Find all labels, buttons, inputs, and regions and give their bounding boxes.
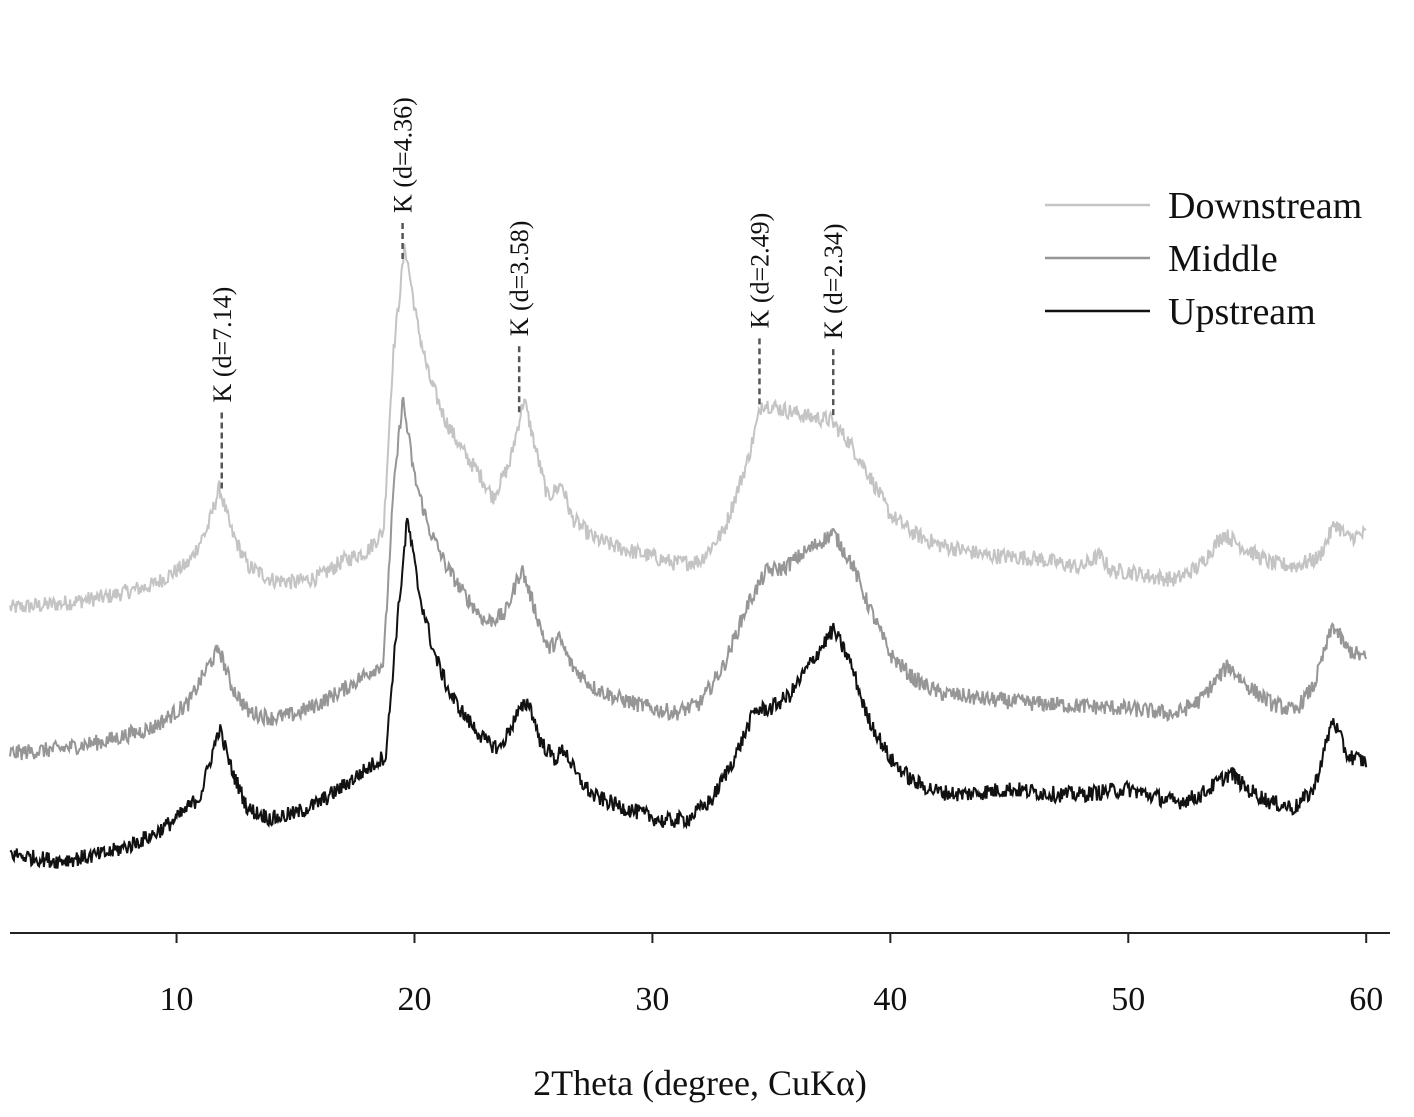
x-tick-label: 10 <box>160 981 194 1018</box>
x-tick-label: 60 <box>1349 981 1383 1018</box>
peak-label: K (d=4.36) <box>389 97 418 213</box>
legend-label-downstream: Downstream <box>1168 185 1362 227</box>
x-tick-label: 30 <box>635 981 669 1018</box>
peak-annotations: K (d=7.14) K (d=4.36) K (d=3.58) K (d=2.49)… <box>208 97 848 489</box>
peak-label: K (d=2.49) <box>745 213 774 329</box>
peak-label: K (d=3.58) <box>505 221 534 337</box>
x-axis-title: 2Theta (degree, CuKα) <box>533 1063 867 1103</box>
x-tick-label: 20 <box>397 981 431 1018</box>
legend-label-upstream: Upstream <box>1168 291 1316 333</box>
series-line-downstream <box>9 243 1367 613</box>
peak-label: K (d=2.34) <box>819 223 848 339</box>
legend: Downstream Middle Upstream <box>1045 185 1362 333</box>
legend-label-middle: Middle <box>1168 238 1278 280</box>
x-tick-label: 50 <box>1111 981 1145 1018</box>
series-line-middle <box>9 396 1368 761</box>
series-layer <box>9 243 1368 869</box>
peak-label: K (d=7.14) <box>208 287 237 403</box>
x-tick-label: 40 <box>873 981 907 1018</box>
series-line-upstream <box>9 517 1368 869</box>
x-ticks: 10 20 30 40 50 60 <box>160 933 1383 1018</box>
